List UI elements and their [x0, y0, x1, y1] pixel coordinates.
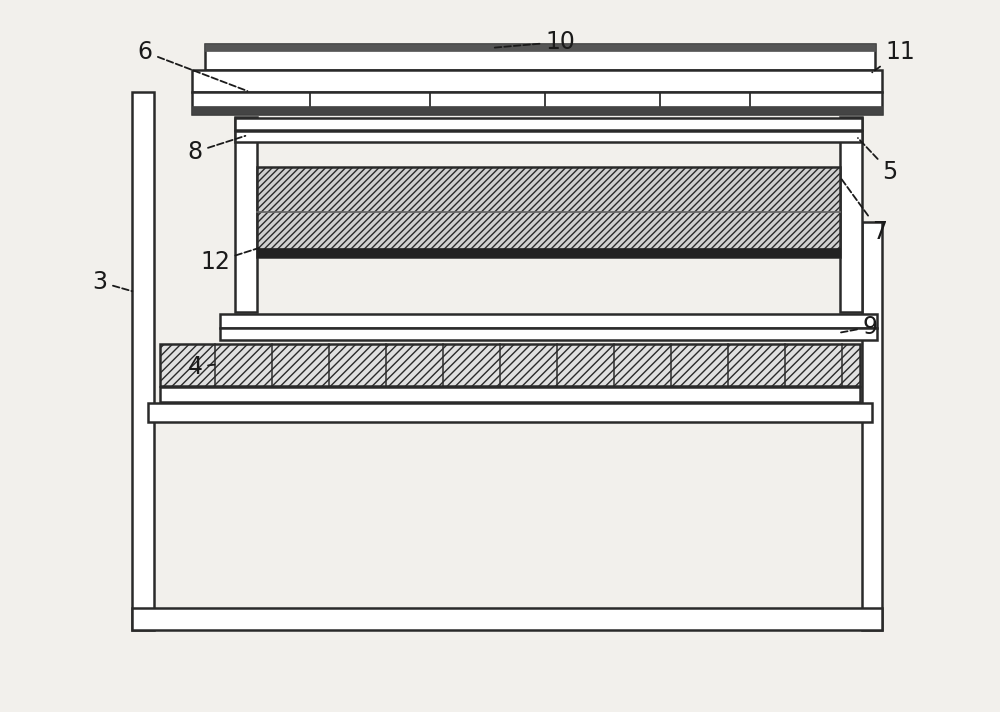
Bar: [235, 118, 862, 130]
Text: 4: 4: [188, 355, 217, 379]
Text: 7: 7: [842, 179, 888, 244]
Bar: [160, 387, 860, 402]
Bar: [205, 44, 875, 70]
Bar: [192, 70, 882, 92]
Bar: [132, 92, 154, 630]
Bar: [220, 328, 877, 340]
Text: 5: 5: [858, 138, 898, 184]
Bar: [205, 44, 875, 51]
Text: 3: 3: [92, 270, 132, 294]
Bar: [257, 248, 840, 257]
Bar: [160, 344, 860, 386]
Text: 6: 6: [138, 40, 247, 91]
Text: 10: 10: [493, 30, 575, 54]
Bar: [235, 131, 862, 142]
Bar: [132, 608, 882, 630]
Bar: [840, 117, 862, 312]
Bar: [220, 314, 877, 328]
Bar: [257, 167, 840, 257]
Text: 12: 12: [200, 248, 259, 274]
Text: 8: 8: [187, 136, 245, 164]
Text: 9: 9: [841, 315, 878, 339]
Bar: [148, 403, 872, 422]
Bar: [192, 92, 882, 114]
Bar: [192, 106, 882, 114]
Bar: [862, 222, 882, 630]
Bar: [235, 117, 257, 312]
Text: 11: 11: [872, 40, 915, 73]
